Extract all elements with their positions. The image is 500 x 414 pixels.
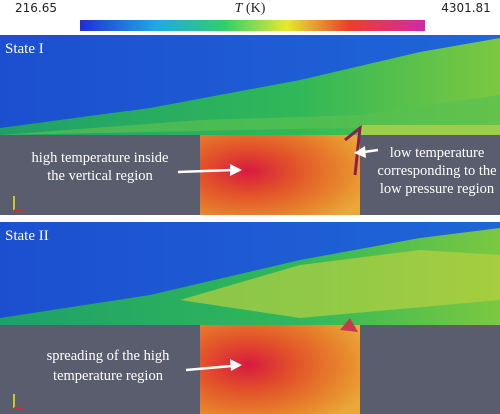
annotation: the vertical region bbox=[47, 168, 153, 184]
annotation: spreading of the high bbox=[47, 348, 171, 364]
annotation: corresponding to the bbox=[377, 163, 496, 179]
annotation: high temperature inside bbox=[32, 150, 169, 166]
annotation: low pressure region bbox=[380, 181, 495, 197]
panel: State I high temperature inside the vert… bbox=[0, 35, 500, 215]
unit: (K) bbox=[246, 1, 266, 16]
panel: State II spreading of the high temperatu… bbox=[0, 222, 500, 414]
symbol: T bbox=[235, 1, 244, 16]
annotation: low temperature bbox=[390, 145, 485, 161]
colorbar-title: T (K) bbox=[235, 1, 266, 16]
colorbar-max: 4301.81 bbox=[441, 1, 491, 15]
annotation: temperature region bbox=[53, 368, 164, 384]
panel-label: State I bbox=[5, 41, 44, 57]
panel-label: State II bbox=[5, 228, 49, 244]
colorbar-min: 216.65 bbox=[15, 1, 57, 15]
colorbar bbox=[80, 20, 425, 31]
